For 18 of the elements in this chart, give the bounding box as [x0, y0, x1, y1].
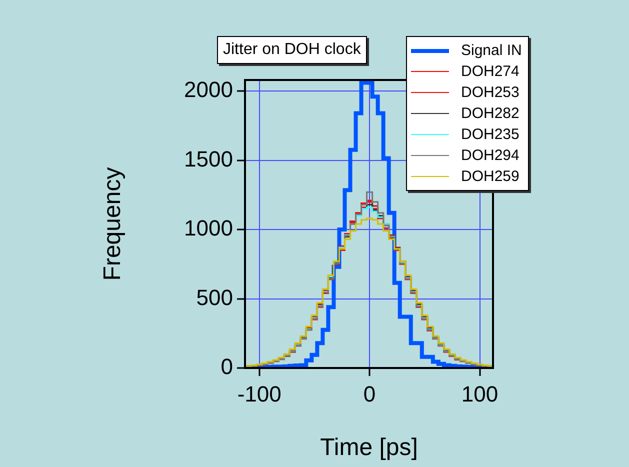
y-tick-label: 500 [196, 284, 233, 310]
x-axis-title: Time [ps] [320, 434, 418, 462]
legend-label: DOH274 [461, 63, 520, 80]
legend-label: DOH282 [461, 105, 520, 122]
legend-label: DOH253 [461, 84, 520, 101]
y-tick-label: 1500 [184, 146, 233, 172]
y-tick-label: 2000 [184, 77, 233, 102]
legend-label: DOH259 [461, 168, 520, 185]
y-axis-title: Frequency [99, 167, 126, 281]
legend-label: Signal IN [461, 42, 522, 59]
y-tick-label: 0 [220, 354, 233, 380]
legend-label: DOH294 [461, 147, 520, 164]
x-tick-label: 0 [363, 381, 376, 406]
x-tick-label: 100 [461, 381, 498, 406]
x-tick-label: -100 [237, 381, 282, 406]
chart-title: Jitter on DOH clock [217, 36, 367, 64]
legend-label: DOH235 [461, 126, 520, 143]
y-tick-label: 1000 [184, 216, 233, 241]
